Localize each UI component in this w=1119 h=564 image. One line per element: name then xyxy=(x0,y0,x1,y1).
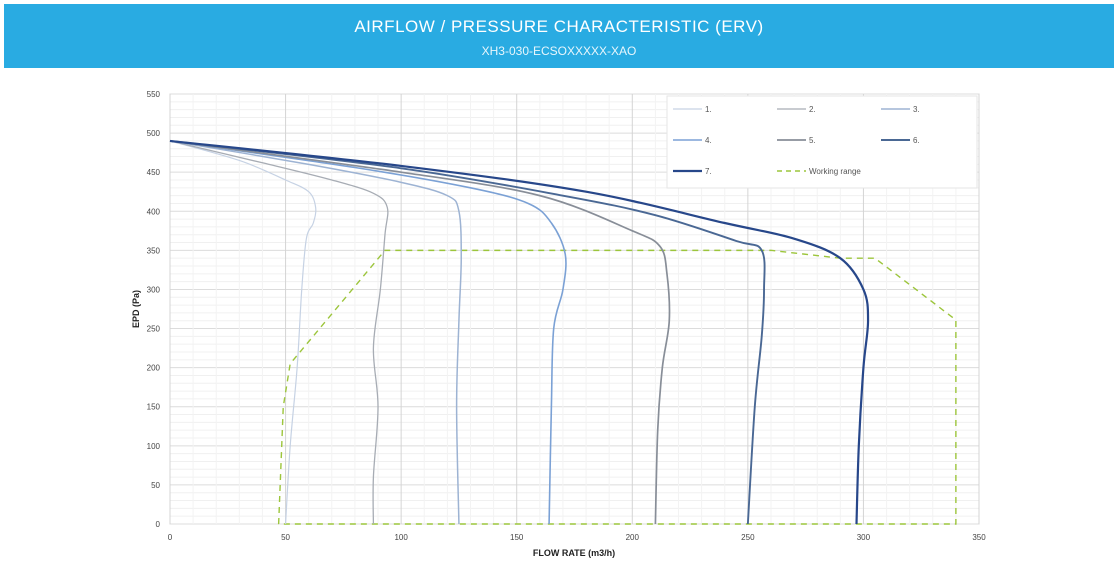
series-line-6 xyxy=(169,139,766,525)
series-line-1 xyxy=(169,140,317,525)
chart-subtitle: XH3-030-ECSOXXXXX-XAO xyxy=(481,44,637,58)
series-line-2 xyxy=(169,140,389,525)
y-tick-label: 0 xyxy=(156,520,161,529)
legend-label: 7. xyxy=(705,167,712,176)
y-tick-label: 200 xyxy=(147,364,161,373)
y-tick-label: 500 xyxy=(147,129,161,138)
legend-label: Working range xyxy=(809,167,861,176)
series-line-3 xyxy=(169,140,462,525)
x-tick-label: 300 xyxy=(857,533,871,542)
y-tick-label: 150 xyxy=(147,403,161,412)
series-line-4 xyxy=(169,140,567,525)
legend-label: 1. xyxy=(705,105,712,114)
chart-title: AIRFLOW / PRESSURE CHARACTERISTIC (ERV) xyxy=(354,17,764,36)
legend-label: 3. xyxy=(913,105,920,114)
y-tick-label: 400 xyxy=(147,207,161,216)
y-axis-label: EPD (Pa) xyxy=(131,290,141,328)
legend-label: 6. xyxy=(913,136,920,145)
x-tick-label: 100 xyxy=(394,533,408,542)
x-tick-label: 350 xyxy=(972,533,986,542)
x-tick-label: 250 xyxy=(741,533,755,542)
x-tick-label: 150 xyxy=(510,533,524,542)
x-axis-label: FLOW RATE (m3/h) xyxy=(533,548,615,558)
y-tick-label: 350 xyxy=(147,246,161,255)
y-tick-label: 50 xyxy=(151,481,160,490)
y-tick-label: 100 xyxy=(147,442,161,451)
legend-label: 5. xyxy=(809,136,816,145)
series-line-7 xyxy=(169,139,870,525)
x-tick-label: 50 xyxy=(281,533,290,542)
legend-label: 2. xyxy=(809,105,816,114)
y-tick-label: 550 xyxy=(147,90,161,99)
series-line-5 xyxy=(169,140,671,525)
x-tick-label: 200 xyxy=(626,533,640,542)
y-tick-label: 250 xyxy=(147,325,161,334)
y-tick-label: 300 xyxy=(147,285,161,294)
legend-label: 4. xyxy=(705,136,712,145)
legend-box xyxy=(666,95,978,189)
working-range-line xyxy=(277,249,957,525)
y-tick-label: 450 xyxy=(147,168,161,177)
x-tick-label: 0 xyxy=(168,533,173,542)
chart-header: AIRFLOW / PRESSURE CHARACTERISTIC (ERV) … xyxy=(4,4,1114,68)
